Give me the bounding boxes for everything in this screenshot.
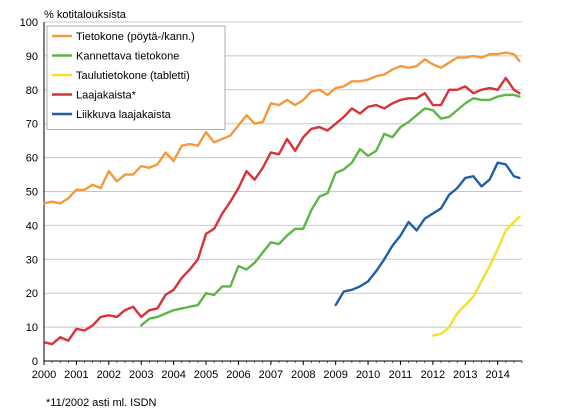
y-tick-label: 80 [26,85,38,97]
x-tick-label: 2011 [389,369,413,381]
legend-entry-label: Laajakaista* [76,90,137,102]
series-lines [42,51,521,346]
legend-entry-label: Tietokone (pöytä-/kann.) [76,31,195,43]
series-line-1 [42,51,521,205]
x-tick-label: 2012 [421,369,445,381]
footnote: *11/2002 asti ml. ISDN [46,397,157,409]
x-tick-label: 2001 [64,369,88,381]
y-axis-unit-label: % kotitalouksista [44,9,127,21]
legend-box [46,25,226,130]
y-tick-label: 10 [26,322,38,334]
legend-entry-label: Liikkuva laajakaista [76,109,172,121]
y-tick-label: 100 [20,17,38,29]
x-tick-label: 2004 [161,369,185,381]
y-tick-label: 30 [26,254,38,266]
x-tick-label: 2000 [32,369,56,381]
x-tick-label: 2002 [97,369,121,381]
series-line-4 [42,76,521,346]
series-line-5 [334,161,521,307]
x-tick-label: 2008 [291,369,315,381]
x-tick-label: 2013 [453,369,477,381]
legend-entry-label: Kannettava tietokone [76,51,179,63]
y-tick-label: 40 [26,220,38,232]
x-tick-label: 2006 [226,369,250,381]
x-tick-label: 2010 [356,369,380,381]
axes: 0 10 20 30 40 50 60 70 80 90 100 2000 2001 2002 2003 20… [20,17,523,381]
x-tick-label: 2007 [259,369,283,381]
series-line-2 [140,93,521,327]
y-tick-label: 60 [26,153,38,165]
x-tick-label: 2003 [129,369,153,381]
y-tick-label: 20 [26,288,38,300]
legend: Tietokone (pöytä-/kann.) Kannettava tieto… [46,25,226,130]
x-tick-label: 2014 [485,369,509,381]
x-tick-label: 2009 [323,369,347,381]
legend-entry-label: Taulutietokone (tabletti) [76,70,190,82]
y-tick-label: 0 [32,356,38,368]
series-line-3 [431,215,521,337]
y-tick-label: 70 [26,119,38,131]
y-tick-label: 90 [26,51,38,63]
x-tick-label: 2005 [194,369,218,381]
y-tick-label: 50 [26,187,38,199]
